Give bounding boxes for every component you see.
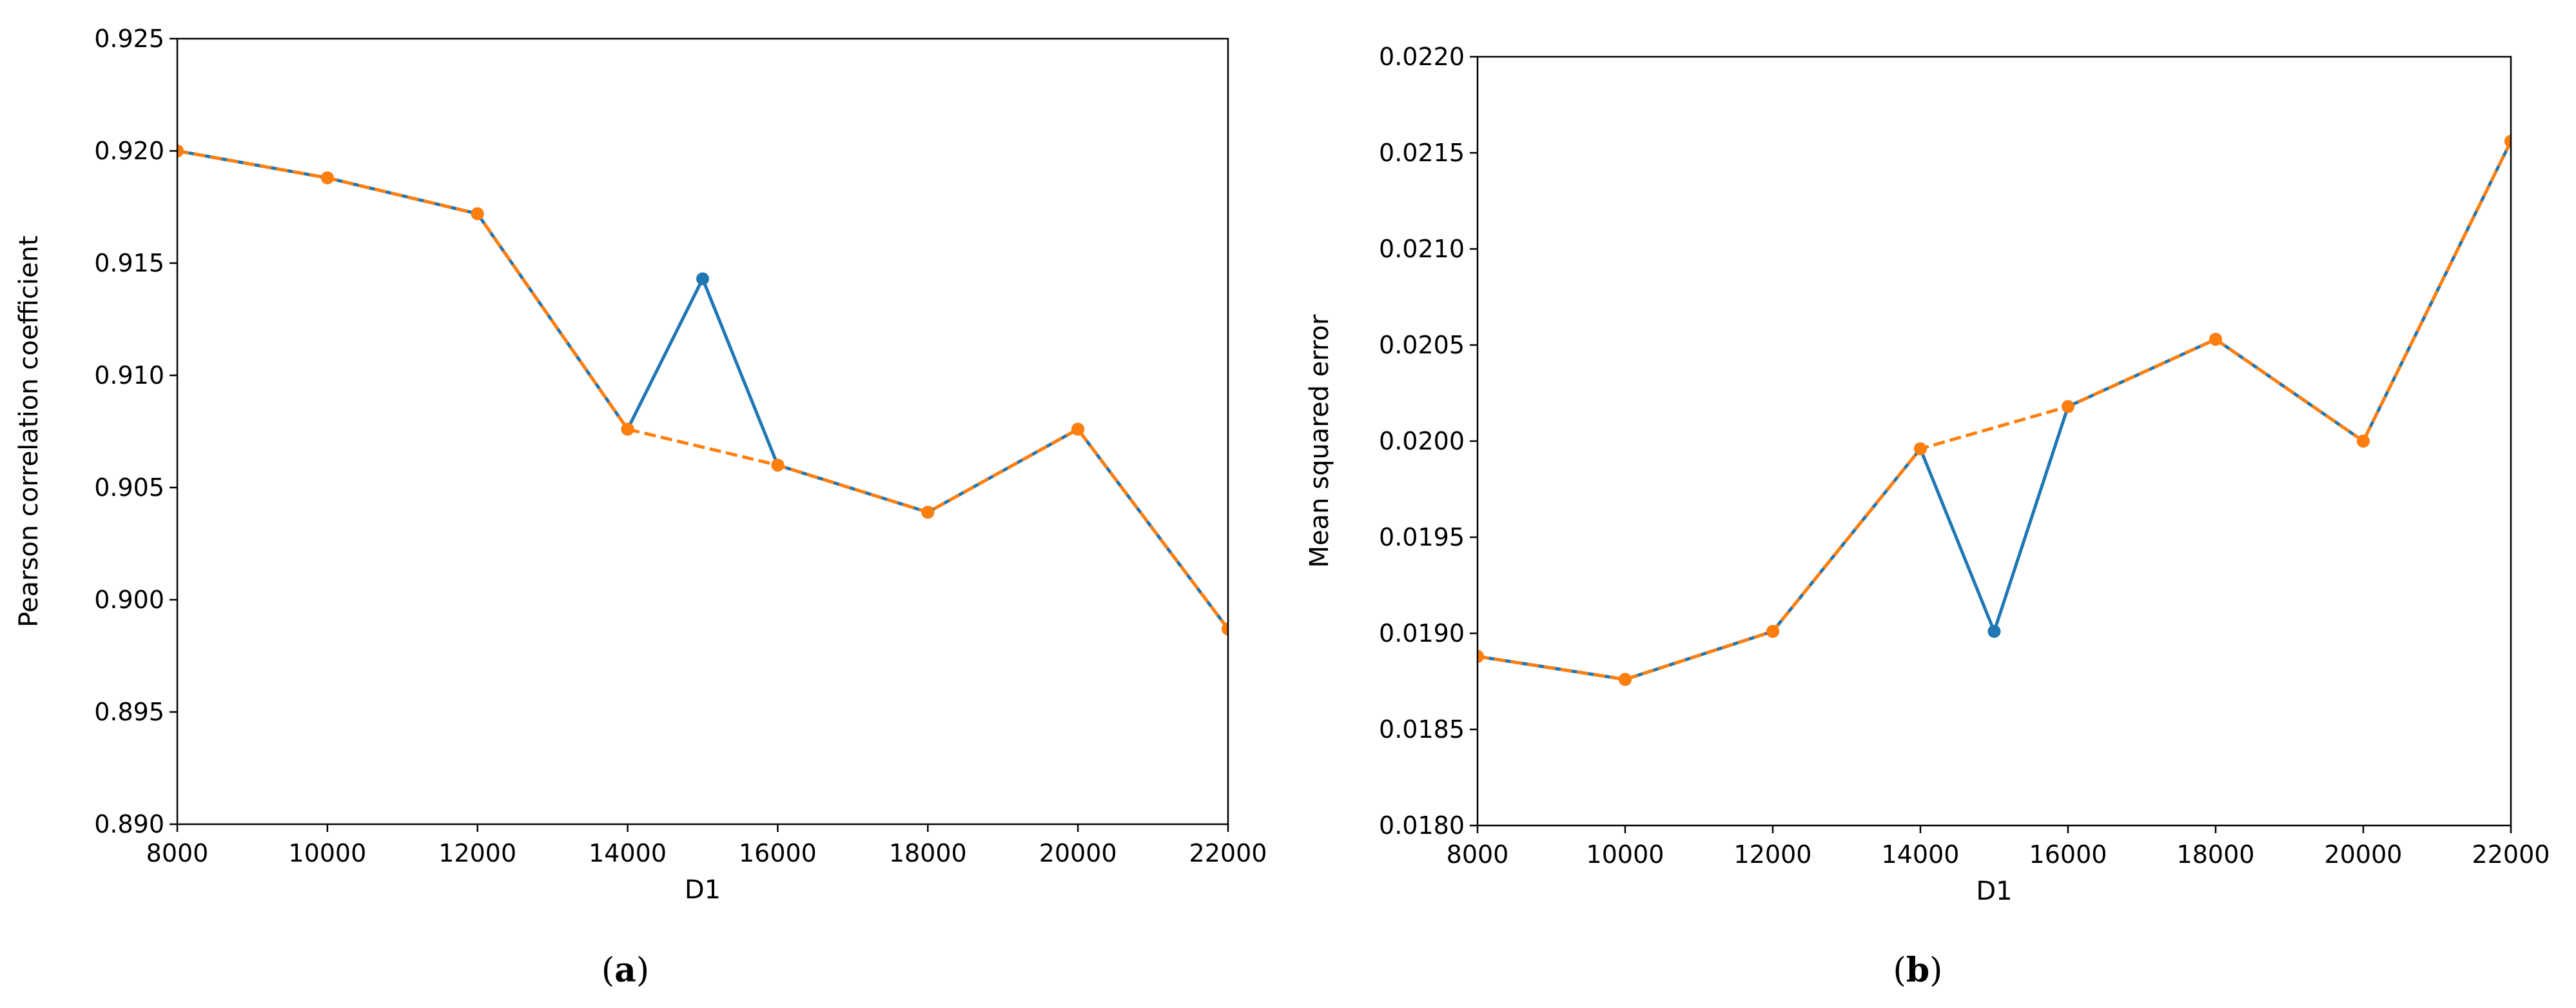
- series-2-point: [1619, 673, 1632, 686]
- axes-frame: [176, 37, 1229, 825]
- chart-panel-b: 8000 10000 12000 14000 16000 18000 20000 22000 0…: [1305, 43, 2550, 990]
- y-tick-label: 0.895: [94, 698, 164, 726]
- x-tick-label: 20000: [1039, 839, 1117, 867]
- x-tick-label: 20000: [2325, 840, 2403, 869]
- x-axis-label: D1: [1976, 876, 2012, 906]
- series-1-line: [177, 149, 1228, 630]
- series-2-point: [471, 207, 484, 221]
- series-2-point: [2062, 400, 2074, 413]
- axes-frame: [1476, 55, 2512, 827]
- series-2-point: [1071, 422, 1085, 436]
- y-tick-label: 0.0210: [1379, 235, 1465, 263]
- series-2-point: [1222, 622, 1228, 636]
- chart-panel-a: 8000 10000 12000 14000 16000 18000 20000 22000 0…: [14, 25, 1267, 990]
- y-tick-label: 0.890: [94, 810, 164, 838]
- x-tick-label: 8000: [146, 839, 209, 867]
- series-2-point: [621, 422, 634, 436]
- series-2-point: [1766, 625, 1779, 638]
- x-axis-label: D1: [685, 875, 721, 905]
- series-2-point: [1914, 442, 1927, 455]
- y-tick-label: 0.0180: [1379, 811, 1465, 840]
- y-tick-label: 0.925: [94, 25, 164, 53]
- caption-letter: a: [614, 951, 636, 990]
- series-2-point: [320, 171, 334, 184]
- y-axis-label: Mean squared error: [1305, 314, 1334, 568]
- y-tick-label: 0.0205: [1379, 331, 1465, 359]
- caption-close-paren: ): [1929, 951, 1942, 990]
- y-axis-label: Pearson correlation coefficient: [14, 235, 44, 627]
- x-tick-label: 12000: [1734, 840, 1812, 869]
- x-tick-label: 22000: [2472, 840, 2550, 869]
- x-tick-label: 10000: [288, 839, 366, 867]
- series-2-point: [177, 144, 184, 157]
- y-tick-label: 0.900: [94, 586, 164, 614]
- series-2-line: [1478, 140, 2511, 681]
- y-tick-label: 0.910: [94, 361, 164, 390]
- x-tick-label: 22000: [1189, 839, 1267, 867]
- x-tick-label: 12000: [438, 839, 516, 867]
- y-tick-label: 0.0195: [1379, 523, 1465, 551]
- x-tick-label: 16000: [2029, 840, 2107, 869]
- x-tick-label: 16000: [739, 839, 817, 867]
- caption-letter: b: [1906, 951, 1929, 990]
- series-2-point: [2209, 333, 2222, 346]
- series-2-point: [1478, 649, 1484, 663]
- y-tick-label: 0.920: [94, 137, 164, 165]
- y-tick-label: 0.0190: [1379, 619, 1465, 647]
- x-tick-label: 8000: [1447, 840, 1509, 869]
- plot-area: [1478, 135, 2511, 686]
- series-2-point: [2357, 435, 2370, 448]
- series-1-line: [1478, 140, 2511, 681]
- y-tick-label: 0.0185: [1379, 715, 1465, 744]
- series-1-point: [1987, 625, 2001, 638]
- caption-open-paren: (: [1893, 951, 1906, 990]
- x-tick-label: 18000: [889, 839, 967, 867]
- y-tick-label: 0.905: [94, 473, 164, 502]
- y-tick-label: 0.0215: [1379, 139, 1465, 167]
- y-tick-label: 0.0200: [1379, 427, 1465, 455]
- plot-area: [177, 144, 1228, 636]
- x-tick-label: 14000: [1882, 840, 1960, 869]
- x-tick-label: 14000: [589, 839, 667, 867]
- series-2-line: [177, 149, 1228, 630]
- x-tick-label: 18000: [2177, 840, 2255, 869]
- series-2-point: [2504, 135, 2511, 148]
- panel-caption: (b): [1893, 951, 1943, 990]
- x-tick-label: 10000: [1586, 840, 1664, 869]
- series-2-point: [771, 459, 785, 472]
- y-tick-label: 0.915: [94, 249, 164, 277]
- series-1-point: [696, 272, 709, 286]
- y-tick-label: 0.0220: [1379, 43, 1465, 71]
- panel-caption: (a): [601, 951, 649, 990]
- caption-open-paren: (: [601, 951, 614, 990]
- caption-close-paren: ): [636, 951, 649, 990]
- series-2-point: [921, 506, 935, 519]
